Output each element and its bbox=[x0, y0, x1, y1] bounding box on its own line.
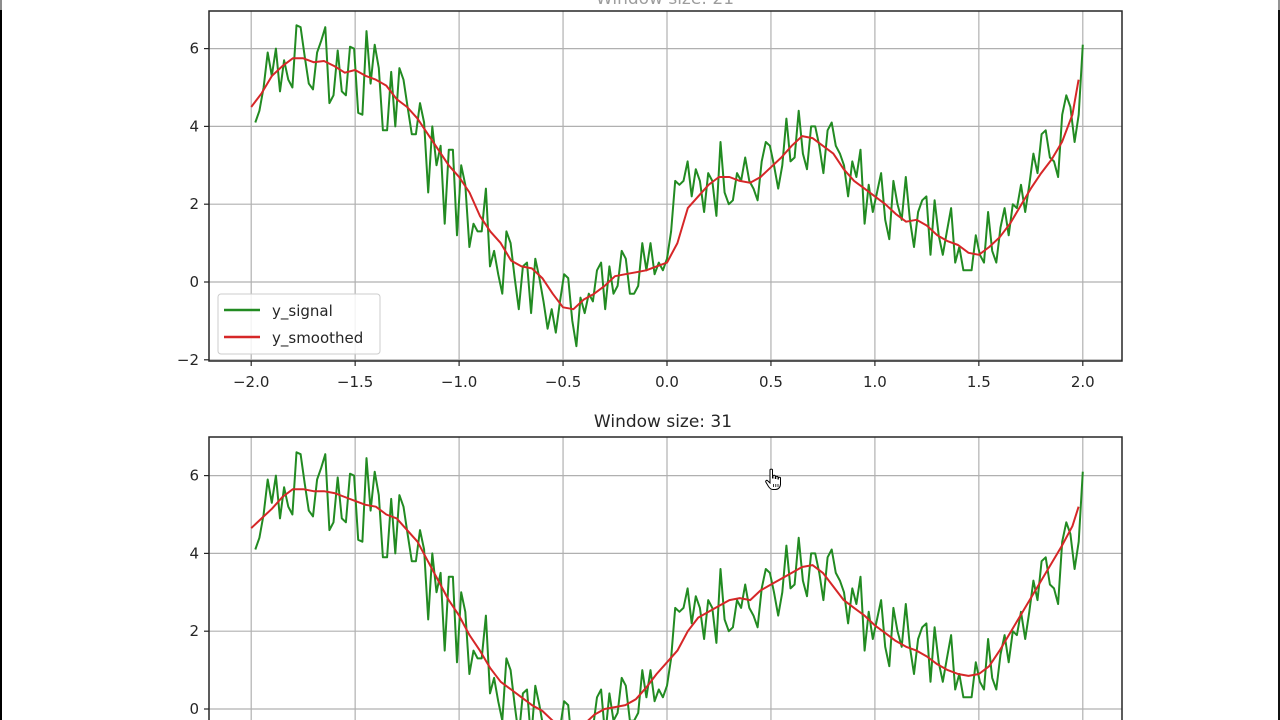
grid-lines bbox=[209, 437, 1122, 720]
y-tick-label: 0 bbox=[189, 273, 199, 291]
y-tick-label: 4 bbox=[189, 544, 199, 562]
legend: y_signal y_smoothed bbox=[217, 293, 381, 355]
y-tick-label: −2 bbox=[177, 351, 199, 369]
y-tick-label: 6 bbox=[189, 467, 199, 485]
window-edge-left bbox=[0, 0, 2, 720]
x-tick-label: 2.0 bbox=[1071, 373, 1095, 391]
line-y-smoothed bbox=[250, 488, 1080, 720]
x-tick-label: −1.0 bbox=[441, 373, 477, 391]
y-tick-label: 2 bbox=[189, 622, 199, 640]
line-y-smoothed bbox=[250, 57, 1080, 311]
y-tick-label: 0 bbox=[189, 700, 199, 718]
line-y-signal bbox=[254, 24, 1084, 348]
grid-lines bbox=[209, 11, 1122, 361]
chart-title: Window size: 31 bbox=[594, 412, 732, 432]
axes-frame bbox=[208, 436, 1123, 720]
title-crop-mask bbox=[0, 0, 1280, 10]
x-tick-label: −1.5 bbox=[337, 373, 373, 391]
legend-label-smoothed: y_smoothed bbox=[272, 329, 363, 348]
y-tick-label: 4 bbox=[189, 117, 199, 135]
legend-label-signal: y_signal bbox=[272, 302, 333, 321]
axes-frame bbox=[208, 10, 1123, 362]
x-tick-label: −0.5 bbox=[545, 373, 581, 391]
x-tick-label: 0.0 bbox=[655, 373, 679, 391]
x-tick-label: 1.0 bbox=[863, 373, 887, 391]
x-tick-label: −2.0 bbox=[233, 373, 269, 391]
y-tick-label: 6 bbox=[189, 40, 199, 58]
x-axis-ticks: −2.0 −1.5 −1.0 −0.5 0.0 0.5 1.0 1.5 2.0 bbox=[233, 361, 1095, 391]
y-axis-ticks: −2 0 2 4 6 bbox=[177, 40, 209, 369]
data-series bbox=[250, 451, 1084, 720]
hand-pointer-icon bbox=[765, 468, 781, 490]
line-y-signal bbox=[254, 451, 1084, 720]
x-tick-label: 1.5 bbox=[967, 373, 991, 391]
y-tick-label: 2 bbox=[189, 195, 199, 213]
x-tick-label: 0.5 bbox=[759, 373, 783, 391]
window-edge-right bbox=[1278, 0, 1280, 720]
data-series bbox=[250, 24, 1084, 348]
